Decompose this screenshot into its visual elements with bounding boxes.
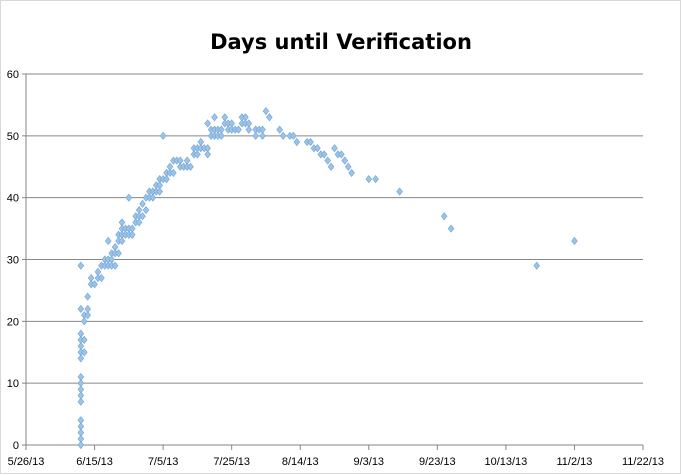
data-point <box>279 131 287 140</box>
x-tick-label: 9/23/13 <box>419 456 456 468</box>
data-point <box>142 205 150 215</box>
y-tick-label: 30 <box>7 255 19 267</box>
x-tick-label: 6/15/13 <box>76 456 113 468</box>
data-point <box>128 230 136 239</box>
data-point <box>204 150 211 159</box>
x-tick-label: 11/2/13 <box>556 456 592 468</box>
data-point <box>84 292 91 301</box>
x-tick-label: 9/3/13 <box>353 456 384 468</box>
data-point <box>245 125 253 134</box>
data-point <box>290 131 297 140</box>
data-point <box>170 168 177 178</box>
data-point <box>341 156 349 165</box>
data-point <box>533 261 541 270</box>
data-point <box>125 193 133 202</box>
data-point <box>135 218 143 227</box>
data-point <box>314 144 321 153</box>
data-point <box>266 113 273 122</box>
data-point <box>320 150 328 159</box>
data-point <box>139 199 146 208</box>
x-axis-tick-labels: 5/26/13 6/15/13 7/5/13 7/25/13 8/14/13 9/3/13… <box>8 456 664 468</box>
data-point <box>204 119 211 128</box>
y-tick-label: 0 <box>13 440 19 452</box>
data-point <box>327 162 335 171</box>
data-points <box>77 107 578 450</box>
x-tick-label: 11/22/13 <box>622 456 664 468</box>
chart-title: Days until Verification <box>210 30 472 54</box>
gridlines <box>26 73 643 384</box>
data-point <box>115 249 122 258</box>
x-tick-label: 5/26/13 <box>8 456 45 468</box>
data-point <box>331 144 338 153</box>
data-point <box>81 335 88 344</box>
y-tick-label: 10 <box>7 378 19 390</box>
y-tick-label: 50 <box>7 131 19 143</box>
y-axis-tick-labels: 0 10 20 30 40 50 60 <box>7 69 19 452</box>
data-point <box>98 273 105 283</box>
x-tick-label: 7/25/13 <box>213 456 250 468</box>
data-point <box>139 212 146 221</box>
data-point <box>163 175 170 184</box>
data-point <box>252 131 259 140</box>
data-point <box>218 131 225 140</box>
data-point <box>77 354 85 363</box>
data-point <box>307 137 314 147</box>
data-point <box>262 107 270 116</box>
data-point <box>259 131 266 140</box>
data-point <box>447 224 455 233</box>
data-point <box>187 162 194 171</box>
data-point <box>77 440 85 450</box>
data-point <box>105 236 112 246</box>
data-point <box>365 175 373 184</box>
data-point <box>324 156 331 165</box>
y-tick-label: 60 <box>7 69 19 81</box>
data-point <box>276 125 283 134</box>
data-point <box>571 236 578 246</box>
x-tick-label: 8/14/13 <box>282 456 319 468</box>
data-point <box>77 397 85 406</box>
data-point <box>118 236 126 246</box>
data-point <box>156 187 163 196</box>
data-point <box>149 193 157 202</box>
x-tick-label: 7/5/13 <box>148 456 179 468</box>
data-point <box>372 175 379 184</box>
y-tick-label: 20 <box>7 316 19 328</box>
data-point <box>84 311 91 320</box>
data-point <box>344 162 352 171</box>
data-point <box>159 131 167 140</box>
data-point <box>77 304 85 314</box>
data-point <box>81 348 88 357</box>
data-point <box>211 113 218 122</box>
data-point <box>235 125 242 134</box>
data-point <box>91 280 98 289</box>
data-point <box>77 261 85 270</box>
axes <box>22 73 644 450</box>
y-tick-label: 40 <box>7 193 19 205</box>
x-tick-label: 10/13/13 <box>484 456 527 468</box>
data-point <box>111 261 119 270</box>
data-point <box>293 137 301 147</box>
data-point <box>396 187 403 196</box>
data-point <box>440 212 448 221</box>
data-point <box>81 317 88 326</box>
data-point <box>338 150 345 159</box>
data-point <box>194 150 201 159</box>
data-point <box>348 168 355 178</box>
